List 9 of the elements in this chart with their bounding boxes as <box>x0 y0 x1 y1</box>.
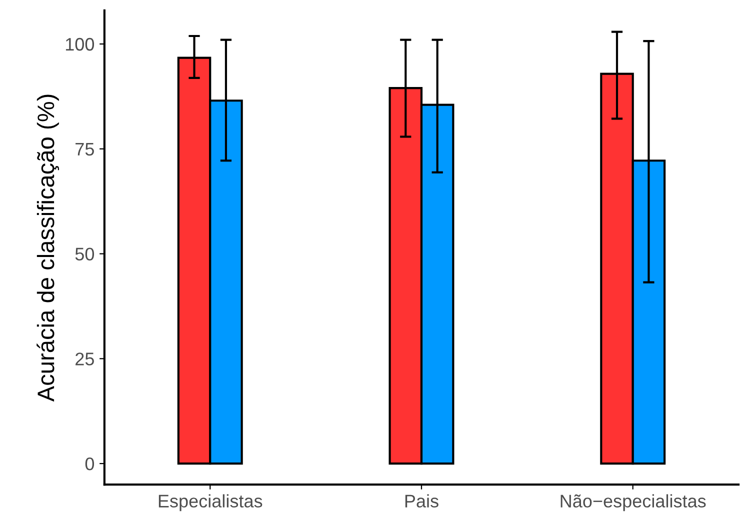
y-axis-title: Acurácia de classificação (%) <box>36 94 60 402</box>
y-tick-label: 0 <box>85 457 94 470</box>
y-tick-label: 100 <box>66 38 94 51</box>
y-tick-label: 50 <box>75 248 94 260</box>
x-tick-label: Especialistas <box>158 494 262 512</box>
x-tick-label: Não−especialistas <box>560 494 706 512</box>
y-tick-label: 75 <box>76 143 94 156</box>
y-tick-label: 25 <box>76 352 94 366</box>
x-tick-label: Pais <box>405 494 438 508</box>
